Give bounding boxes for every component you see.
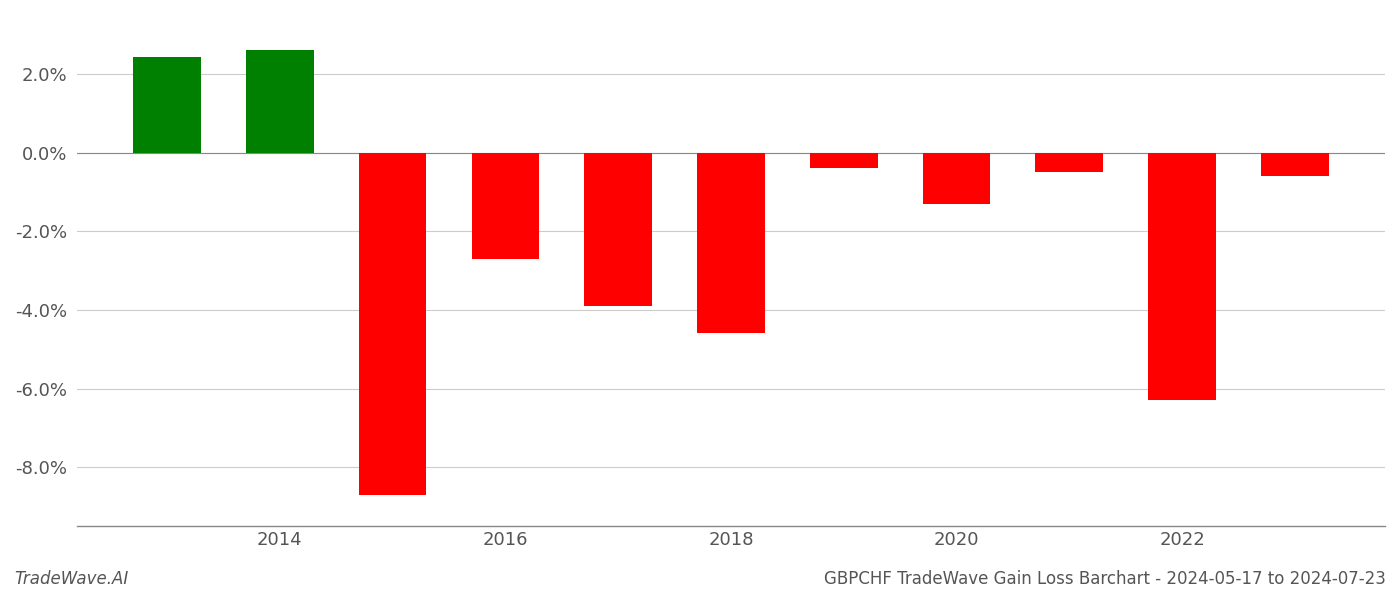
Text: GBPCHF TradeWave Gain Loss Barchart - 2024-05-17 to 2024-07-23: GBPCHF TradeWave Gain Loss Barchart - 20…	[825, 570, 1386, 588]
Bar	[133, 58, 200, 152]
Bar	[697, 152, 764, 334]
Bar	[246, 50, 314, 152]
Bar	[809, 152, 878, 169]
Bar	[1148, 152, 1215, 400]
Bar	[1261, 152, 1329, 176]
Bar	[923, 152, 990, 204]
Text: TradeWave.AI: TradeWave.AI	[14, 570, 129, 588]
Bar	[584, 152, 652, 306]
Bar	[358, 152, 427, 494]
Bar	[472, 152, 539, 259]
Bar	[1036, 152, 1103, 172]
